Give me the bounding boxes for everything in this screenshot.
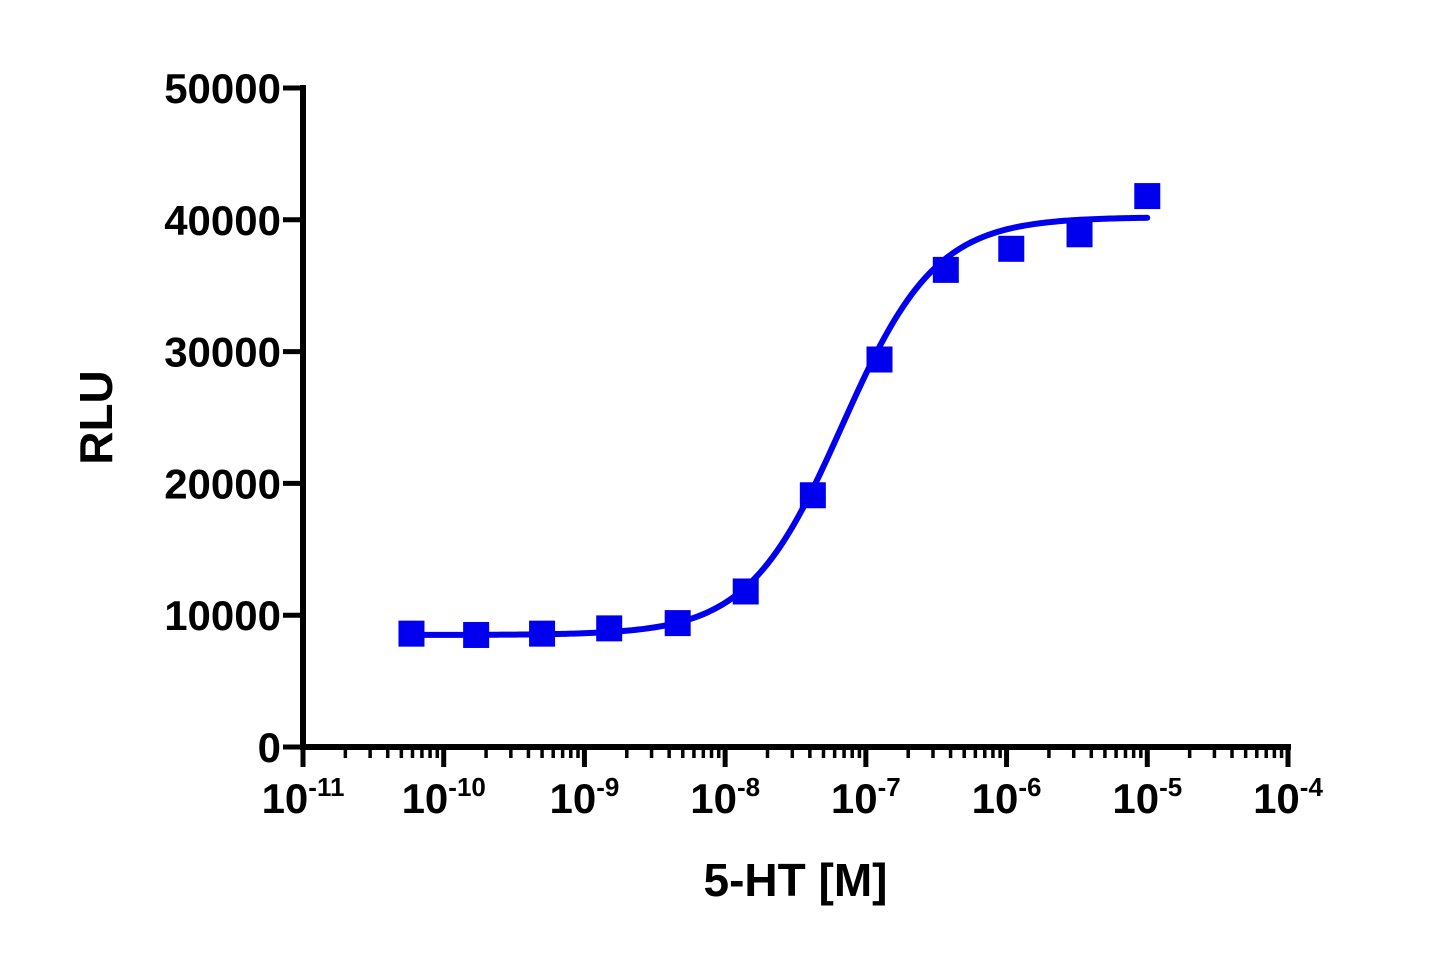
x-tick-label-exponent: -7 [878, 772, 901, 802]
data-point-11 [1134, 183, 1161, 210]
x-tick-label-base: 10 [831, 775, 878, 822]
data-point-5 [732, 578, 759, 605]
x-tick-label-1: 10-10 [402, 772, 486, 822]
x-tick-label-exponent: -9 [596, 772, 619, 802]
data-point-10 [1066, 221, 1093, 248]
data-point-1 [463, 621, 490, 648]
y-tick-label-5: 50000 [164, 65, 281, 112]
x-tick-label-exponent: -8 [737, 772, 760, 802]
x-tick-label-6: 10-5 [1112, 772, 1182, 822]
x-tick-label-7: 10-4 [1253, 772, 1323, 822]
x-tick-label-exponent: -11 [308, 772, 344, 802]
data-point-0 [398, 620, 425, 647]
x-tick-label-exponent: -10 [448, 772, 486, 802]
y-axis-ticks: 0 10000 20000 30000 40000 50000 [164, 65, 303, 771]
x-tick-label-base: 10 [690, 775, 737, 822]
x-tick-label-base: 10 [1253, 775, 1300, 822]
y-tick-label-4: 40000 [164, 197, 281, 244]
x-tick-label-4: 10-7 [831, 772, 901, 822]
y-tick-label-0: 0 [258, 724, 281, 771]
data-point-9 [998, 235, 1025, 262]
y-tick-label-1: 10000 [164, 592, 281, 639]
x-tick-label-exponent: -5 [1159, 772, 1182, 802]
x-tick-label-3: 10-8 [690, 772, 760, 822]
x-axis-ticks: 10-11 10-10 10-9 10-8 10-7 10-6 10-5 10-4 [262, 747, 1323, 822]
y-axis-title: RLU [70, 370, 122, 465]
data-point-2 [529, 620, 556, 647]
x-tick-label-exponent: -4 [1300, 772, 1324, 802]
y-tick-label-2: 20000 [164, 460, 281, 507]
data-point-7 [866, 346, 893, 373]
x-tick-label-base: 10 [972, 775, 1019, 822]
axes [300, 85, 1291, 750]
x-tick-label-base: 10 [550, 775, 597, 822]
y-tick-label-3: 30000 [164, 329, 281, 376]
data-points [398, 183, 1161, 648]
x-axis-title: 5-HT [M] [704, 854, 888, 906]
fit-curve-0 [408, 214, 1151, 638]
x-tick-label-2: 10-9 [550, 772, 620, 822]
x-tick-label-base: 10 [1112, 775, 1159, 822]
fit-curves [408, 214, 1151, 638]
x-tick-label-base: 10 [262, 775, 309, 822]
data-point-6 [799, 482, 826, 509]
x-tick-label-0: 10-11 [262, 772, 345, 822]
data-point-4 [664, 610, 691, 637]
x-tick-label-exponent: -6 [1018, 772, 1041, 802]
x-tick-label-5: 10-6 [972, 772, 1042, 822]
data-point-3 [596, 615, 623, 642]
data-point-8 [932, 256, 959, 283]
x-tick-label-base: 10 [402, 775, 449, 822]
